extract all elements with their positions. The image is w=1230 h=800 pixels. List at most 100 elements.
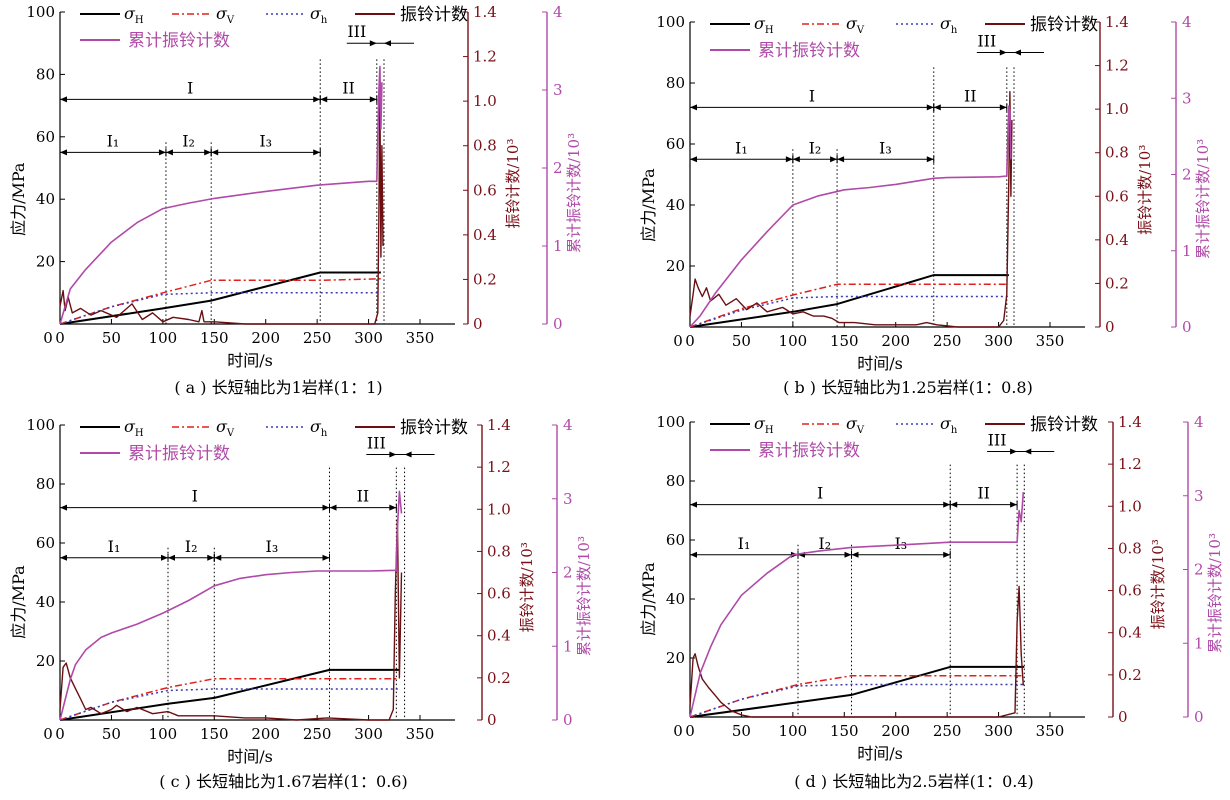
stage-i3-arrow-head-right: [313, 149, 321, 156]
origin-label: 0: [673, 332, 683, 350]
stage-ii-arrow-head-right: [389, 504, 397, 511]
panel-caption: ( c ) 长短轴比为1.67岩样(1：0.6): [159, 772, 407, 791]
y-mid-tick-label: 0: [1118, 708, 1128, 726]
y-right-tick-label: 0: [553, 315, 563, 333]
y-left-tick-label: 80: [36, 65, 55, 83]
stage-ii-label: II: [977, 484, 990, 503]
legend-label-sigma_h: σh: [310, 417, 328, 439]
stage-i1-label: I₁: [107, 131, 120, 150]
y-right-tick-label: 3: [1182, 89, 1192, 107]
y-mid-axis-title: 振铃计数/10³: [1149, 539, 1167, 629]
y-mid-tick-label: 1.4: [1105, 13, 1129, 31]
y-left-tick-label: 80: [666, 472, 685, 490]
legend-subscript: h: [321, 428, 328, 439]
x-tick-label: 0: [55, 725, 65, 743]
y-mid-tick-label: 0.2: [487, 669, 511, 687]
stage-i-label: I: [809, 86, 815, 105]
x-tick-label: 200: [881, 332, 910, 350]
y-mid-tick-label: 0: [473, 315, 483, 333]
series-line-ringing: [59, 519, 403, 721]
legend-label-sigma_H: σH: [754, 14, 774, 36]
y-mid-tick-label: 1.0: [487, 500, 511, 518]
x-tick-label: 200: [881, 722, 910, 740]
legend-subscript: V: [856, 425, 865, 436]
stage-ii-arrow-head-left: [320, 96, 328, 103]
y-left-axis-title: 应力/MPa: [9, 565, 28, 639]
y-right-tick-label: 1: [553, 237, 563, 255]
stage-iii-label: III: [977, 32, 996, 51]
y-mid-tick-label: 0.4: [1118, 624, 1142, 642]
stage-i3-label: I₃: [266, 537, 279, 556]
stage-i2-arrow-head-right: [844, 551, 852, 558]
y-mid-tick-label: 0.4: [487, 627, 511, 645]
series-line-ringing: [689, 90, 1013, 328]
y-mid-tick-label: 1.2: [487, 458, 511, 476]
origin-label: 0: [43, 725, 53, 743]
y-mid-tick-label: 1.2: [473, 48, 497, 66]
x-tick-label: 50: [102, 725, 121, 743]
stage-i3-arrow-head-right: [926, 156, 934, 163]
stage-i1-label: I₁: [735, 138, 748, 157]
y-mid-tick-label: 0.6: [487, 585, 511, 603]
series-line-cumulative: [59, 490, 403, 721]
x-tick-label: 100: [149, 329, 178, 347]
series-line-sigma_V: [689, 283, 1009, 328]
y-right-tick-label: 2: [553, 159, 563, 177]
stage-i2-arrow-head-right: [830, 156, 838, 163]
x-tick-label: 300: [354, 725, 383, 743]
x-tick-label: 50: [732, 722, 751, 740]
y-mid-axis-title: 振铃计数/10³: [504, 139, 522, 229]
legend-label-ringing: 振铃计数: [400, 418, 468, 438]
stage-i3-arrow-head-right: [943, 551, 951, 558]
y-left-tick-label: 20: [666, 257, 685, 275]
stage-iii-arrow-head: [389, 451, 397, 458]
stage-iii-arrow-head: [1010, 448, 1018, 455]
y-right-tick-label: 2: [563, 564, 573, 582]
y-mid-tick-label: 0.6: [473, 181, 497, 199]
series-line-sigma_h: [689, 683, 1025, 718]
panel-c: 0 50 100 150 200 250 300 350020406080100时间/s应力/…: [9, 416, 593, 791]
y-right-tick-label: 3: [1194, 487, 1204, 505]
stage-ii-label: II: [964, 86, 977, 105]
series-line-sigma_H: [59, 271, 381, 325]
x-tick-label: 0: [685, 332, 695, 350]
x-tick-label: 150: [830, 332, 859, 350]
y-right-tick-label: 2: [1194, 561, 1204, 579]
series-line-sigma_h: [59, 292, 381, 325]
y-left-tick-label: 60: [36, 534, 55, 552]
y-left-tick-label: 40: [36, 593, 55, 611]
series-line-sigma_V: [59, 677, 400, 721]
stage-ii-arrow-head-right: [369, 96, 377, 103]
y-left-tick-label: 60: [36, 128, 55, 146]
stage-i3-arrow-head-left: [851, 551, 859, 558]
y-right-tick-label: 4: [553, 3, 563, 21]
stage-ii-arrow-head-right: [1010, 501, 1018, 508]
y-mid-tick-label: 0.6: [1105, 187, 1129, 205]
series-line-sigma_H: [59, 668, 400, 721]
y-mid-tick-label: 1.4: [473, 3, 497, 21]
legend-label-ringing: 振铃计数: [400, 5, 468, 25]
stage-iii-label: III: [988, 431, 1007, 450]
origin-label: 0: [43, 329, 53, 347]
y-left-tick-label: 60: [666, 135, 685, 153]
series-line-ringing: [689, 585, 1024, 718]
stage-iii-arrow-head: [999, 49, 1007, 56]
series-line-sigma_H: [689, 665, 1025, 718]
stage-i2-label: I₂: [182, 131, 195, 150]
series-line-sigma_V: [59, 278, 381, 325]
y-right-tick-label: 1: [1182, 242, 1192, 260]
series-line-cumulative: [59, 65, 383, 325]
panel-caption: ( a ) 长短轴比为1岩样(1：1): [174, 378, 382, 397]
stage-i3-label: I₃: [259, 131, 272, 150]
stage-i1-arrow-head-left: [60, 149, 67, 156]
stage-ii-label: II: [357, 487, 370, 506]
legend-label-cumulative: 累计振铃计数: [758, 41, 860, 61]
legend-subscript: V: [856, 25, 865, 36]
y-right-tick-label: 4: [563, 416, 573, 434]
x-tick-label: 350: [1036, 722, 1065, 740]
legend-label-sigma_V: σV: [216, 417, 235, 439]
legend-subscript: V: [226, 428, 235, 439]
legend-label-sigma_V: σV: [216, 4, 235, 26]
stage-iii-label: III: [367, 434, 386, 453]
x-tick-label: 350: [406, 329, 435, 347]
